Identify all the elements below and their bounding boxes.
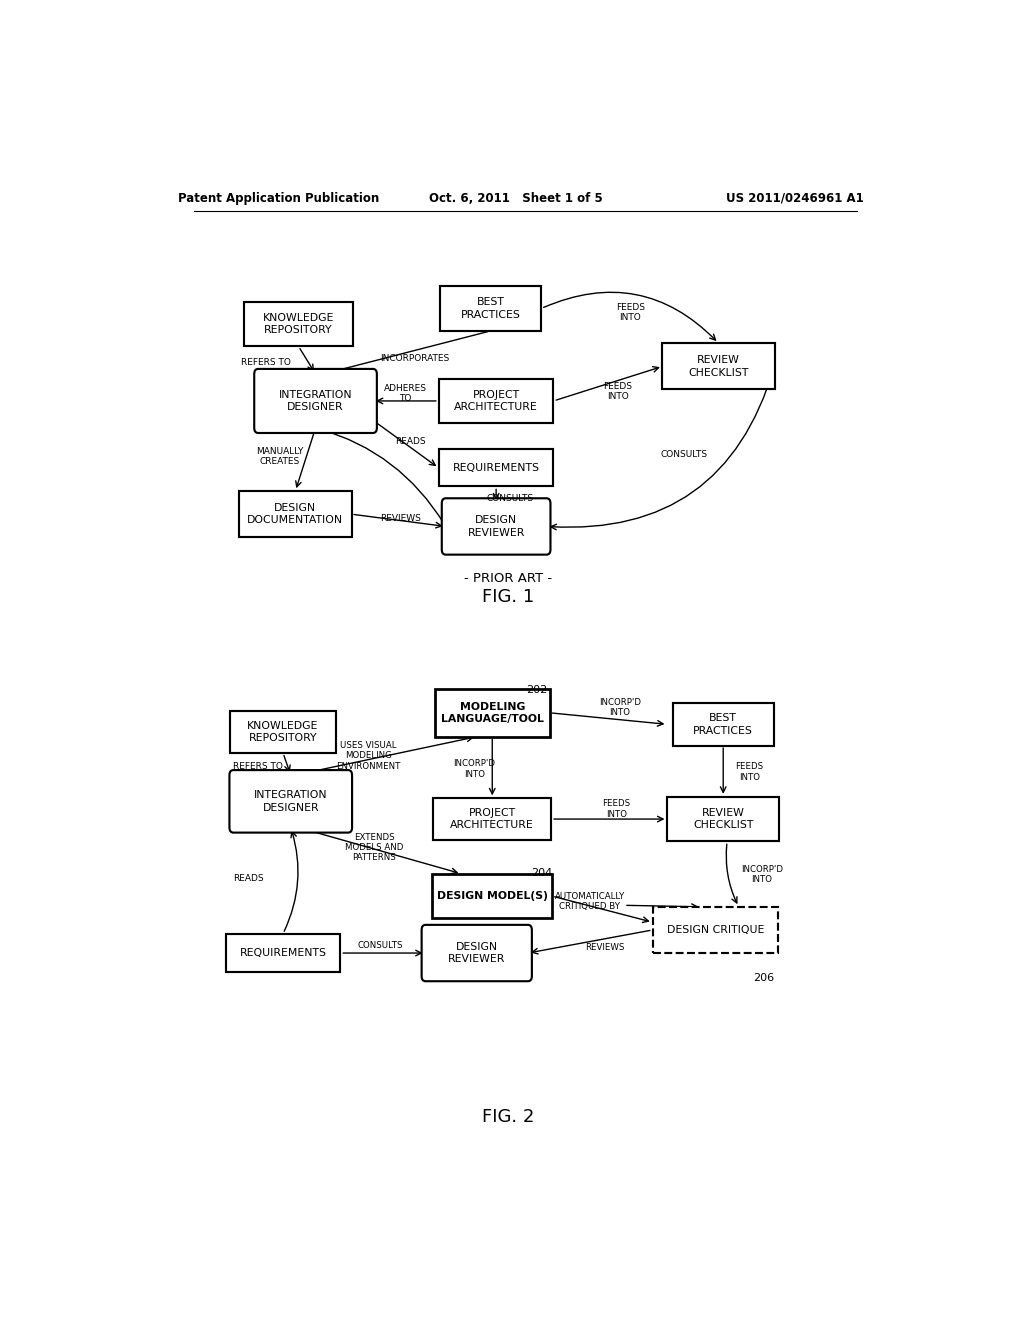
Bar (433, 797, 551, 841)
Text: MODELING
LANGUAGE/TOOL: MODELING LANGUAGE/TOOL (440, 702, 544, 723)
Bar (225, 933, 340, 973)
Bar (435, 689, 550, 737)
FancyBboxPatch shape (422, 925, 531, 981)
Text: DESIGN
REVIEWER: DESIGN REVIEWER (449, 942, 506, 964)
Text: REQUIREMENTS: REQUIREMENTS (240, 948, 327, 958)
Bar (440, 286, 541, 331)
Text: REVIEW
CHECKLIST: REVIEW CHECKLIST (693, 808, 754, 830)
Bar (652, 907, 778, 953)
Text: EXTENDS
MODELS AND
PATTERNS: EXTENDS MODELS AND PATTERNS (345, 833, 403, 862)
Text: REVIEW
CHECKLIST: REVIEW CHECKLIST (688, 355, 749, 378)
Text: MANUALLY
CREATES: MANUALLY CREATES (256, 446, 303, 466)
FancyBboxPatch shape (254, 368, 377, 433)
Bar (663, 343, 775, 389)
Text: CONSULTS: CONSULTS (357, 941, 402, 950)
Bar (432, 874, 552, 919)
Text: REVIEWS: REVIEWS (585, 944, 625, 952)
Text: FIG. 2: FIG. 2 (481, 1107, 534, 1126)
Text: INCORPORATES: INCORPORATES (380, 354, 450, 363)
Text: REVIEWS: REVIEWS (380, 515, 421, 523)
Text: PROJECT
ARCHITECTURE: PROJECT ARCHITECTURE (455, 389, 538, 412)
Text: KNOWLEDGE
REPOSITORY: KNOWLEDGE REPOSITORY (263, 313, 334, 335)
Text: DESIGN MODEL(S): DESIGN MODEL(S) (437, 891, 548, 902)
Bar (240, 491, 351, 537)
Text: ADHERES
TO: ADHERES TO (384, 384, 427, 403)
Text: US 2011/0246961 A1: US 2011/0246961 A1 (726, 191, 863, 205)
Text: FEEDS
INTO: FEEDS INTO (603, 381, 632, 401)
Text: FEEDS
INTO: FEEDS INTO (602, 800, 631, 818)
Text: CONSULTS: CONSULTS (660, 450, 708, 459)
Text: - PRIOR ART -: - PRIOR ART - (464, 572, 552, 585)
Bar (673, 704, 773, 746)
Bar (438, 379, 554, 424)
Text: DESIGN CRITIQUE: DESIGN CRITIQUE (667, 925, 764, 935)
Text: INCORP'D
INTO: INCORP'D INTO (454, 759, 496, 779)
Text: USES VISUAL
MODELING
ENVIRONMENT: USES VISUAL MODELING ENVIRONMENT (336, 741, 400, 771)
Text: INCORP'D
INTO: INCORP'D INTO (741, 865, 783, 884)
Text: Patent Application Publication: Patent Application Publication (178, 191, 380, 205)
Text: DESIGN
REVIEWER: DESIGN REVIEWER (467, 515, 525, 537)
Text: FEEDS
INTO: FEEDS INTO (615, 302, 645, 322)
Text: BEST
PRACTICES: BEST PRACTICES (693, 713, 753, 735)
Text: KNOWLEDGE
REPOSITORY: KNOWLEDGE REPOSITORY (248, 721, 318, 743)
Text: FEEDS
INTO: FEEDS INTO (735, 763, 764, 781)
Bar (229, 711, 337, 754)
Text: CONSULTS: CONSULTS (486, 494, 534, 503)
Text: REFERS TO: REFERS TO (233, 762, 284, 771)
Text: Oct. 6, 2011   Sheet 1 of 5: Oct. 6, 2011 Sheet 1 of 5 (429, 191, 602, 205)
Text: INTEGRATION
DESIGNER: INTEGRATION DESIGNER (279, 389, 352, 412)
Text: 206: 206 (753, 973, 774, 983)
Text: 204: 204 (531, 869, 553, 878)
Text: 202: 202 (526, 685, 548, 694)
Bar (438, 449, 554, 487)
Text: READS: READS (395, 437, 426, 446)
Text: READS: READS (232, 874, 263, 883)
Text: DESIGN
DOCUMENTATION: DESIGN DOCUMENTATION (248, 503, 343, 525)
Bar (245, 302, 352, 346)
Text: FIG. 1: FIG. 1 (481, 589, 534, 606)
Bar (667, 797, 779, 841)
Text: AUTOMATICALLY
CRITIQUED BY: AUTOMATICALLY CRITIQUED BY (555, 892, 625, 911)
FancyBboxPatch shape (229, 770, 352, 833)
Text: PROJECT
ARCHITECTURE: PROJECT ARCHITECTURE (451, 808, 535, 830)
FancyBboxPatch shape (441, 498, 551, 554)
Text: REQUIREMENTS: REQUIREMENTS (453, 463, 540, 473)
Text: INCORP'D
INTO: INCORP'D INTO (599, 698, 641, 717)
Text: INTEGRATION
DESIGNER: INTEGRATION DESIGNER (254, 791, 328, 813)
Text: BEST
PRACTICES: BEST PRACTICES (461, 297, 520, 319)
Text: REFERS TO: REFERS TO (241, 358, 291, 367)
